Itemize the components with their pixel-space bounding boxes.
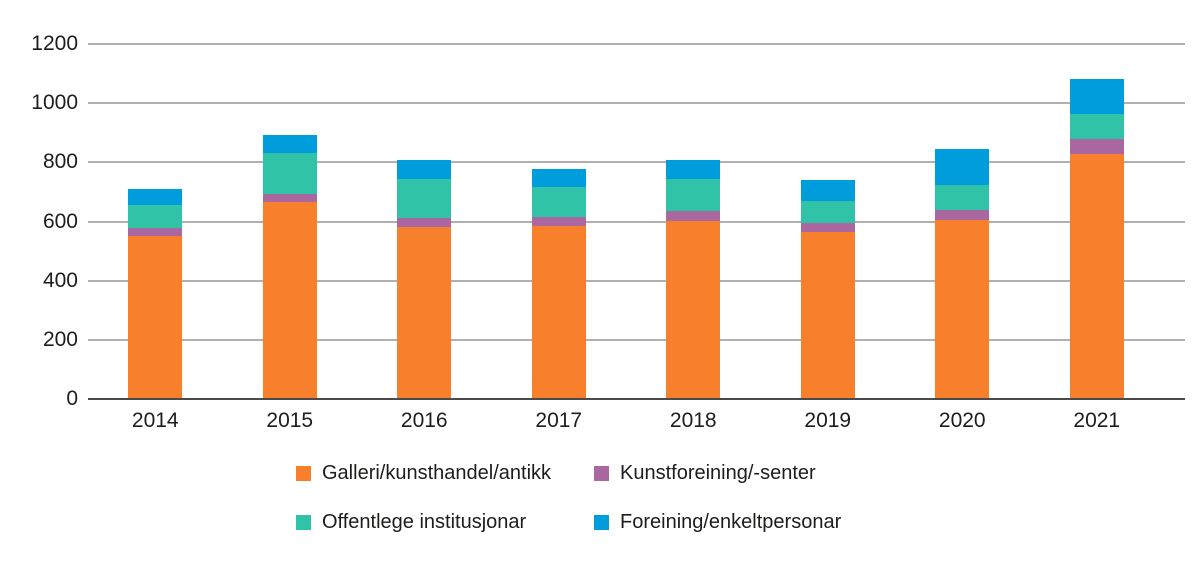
bar-segment (128, 236, 183, 399)
y-tick-label-200: 200 (42, 327, 78, 351)
x-tick-label-2018: 2018 (669, 409, 717, 432)
legend-swatch-icon (296, 515, 311, 530)
bar-segment (666, 220, 721, 399)
bar-segment (935, 209, 990, 220)
bar-slot-2018 (626, 44, 761, 399)
legend-label: Kunstforeining/-senter (620, 462, 816, 484)
bar-segment (1069, 139, 1124, 155)
x-tick-label-2014: 2014 (131, 409, 179, 432)
bar-slot-2017 (492, 44, 627, 399)
legend-item: Galleri/kunsthandel/antikk (296, 462, 594, 485)
bar-segment (397, 160, 452, 179)
bar-segment (262, 153, 317, 195)
bar-segment (1069, 114, 1124, 140)
bar-slot-2021 (1030, 44, 1165, 399)
bar-segment (800, 200, 855, 223)
bar-slot-2016 (357, 44, 492, 399)
bar-segment (935, 149, 990, 185)
bar-segment (1069, 78, 1124, 115)
bar-segment (1069, 154, 1124, 399)
bar-segment (128, 188, 183, 205)
legend-swatch-icon (594, 515, 609, 530)
bar-2018 (666, 160, 721, 399)
y-tick-label-600: 600 (42, 209, 78, 233)
bar-slot-2015 (223, 44, 358, 399)
bar-segment (397, 227, 452, 399)
legend-item: Kunstforeining/-senter (594, 462, 841, 485)
bar-segment (800, 179, 855, 201)
gridline-400 (88, 279, 1185, 282)
y-tick-label-400: 400 (42, 268, 78, 292)
x-tick-label-2019: 2019 (804, 409, 852, 432)
y-tick-label-800: 800 (42, 150, 78, 174)
bar-2016 (397, 160, 452, 399)
x-tick-label-2017: 2017 (535, 409, 583, 432)
bar-segment (666, 179, 721, 211)
bar-segment (935, 184, 990, 210)
x-tick-label-2016: 2016 (400, 409, 448, 432)
y-tick-label-1000: 1000 (31, 91, 78, 115)
legend-item: Offentlege institusjonar (296, 511, 594, 534)
bar-segment (531, 225, 586, 399)
bar-2014 (128, 188, 183, 399)
x-tick-label-2015: 2015 (266, 409, 314, 432)
gridline-1200 (88, 43, 1185, 45)
bar-segment (262, 135, 317, 154)
bar-segment (531, 169, 586, 188)
gridline-800 (88, 161, 1185, 164)
x-axis: 2014 2015 2016 2017 2018 2019 2020 2021 (88, 408, 1164, 434)
legend-swatch-icon (296, 466, 311, 481)
bar-segment (666, 210, 721, 221)
legend-item: Foreining/enkeltpersonar (594, 511, 841, 534)
gridline-600 (88, 220, 1185, 223)
bar-segment (666, 160, 721, 180)
bar-2020 (935, 149, 990, 399)
bar-segment (262, 194, 317, 203)
gridline-200 (88, 338, 1185, 341)
plot-area (88, 43, 1185, 400)
chart-legend: Galleri/kunsthandel/antikk Kunstforeining… (296, 462, 841, 534)
bar-segment (397, 217, 452, 228)
bars-container (88, 44, 1164, 399)
bar-segment (128, 228, 183, 237)
bar-segment (531, 187, 586, 218)
x-tick-label-2021: 2021 (1073, 409, 1121, 432)
bar-segment (800, 222, 855, 232)
bar-slot-2014 (88, 44, 223, 399)
bar-2021 (1069, 78, 1124, 399)
legend-label: Foreining/enkeltpersonar (620, 511, 842, 533)
bar-segment (128, 204, 183, 229)
x-axis-baseline (88, 398, 1185, 400)
bar-2015 (262, 135, 317, 399)
y-tick-label-1200: 1200 (31, 32, 78, 55)
bar-segment (800, 231, 855, 399)
legend-swatch-icon (594, 466, 609, 481)
bar-slot-2019 (761, 44, 896, 399)
y-tick-label-0: 0 (66, 387, 78, 410)
bar-segment (935, 219, 990, 399)
legend-label: Offentlege institusjonar (322, 511, 527, 533)
legend-label: Galleri/kunsthandel/antikk (322, 462, 552, 484)
bar-2017 (531, 169, 586, 399)
bar-segment (262, 202, 317, 399)
bar-segment (531, 217, 586, 226)
gridline-1000 (88, 102, 1185, 105)
bar-2019 (800, 179, 855, 399)
bar-segment (397, 178, 452, 218)
x-tick-label-2020: 2020 (938, 409, 986, 432)
bar-slot-2020 (895, 44, 1030, 399)
